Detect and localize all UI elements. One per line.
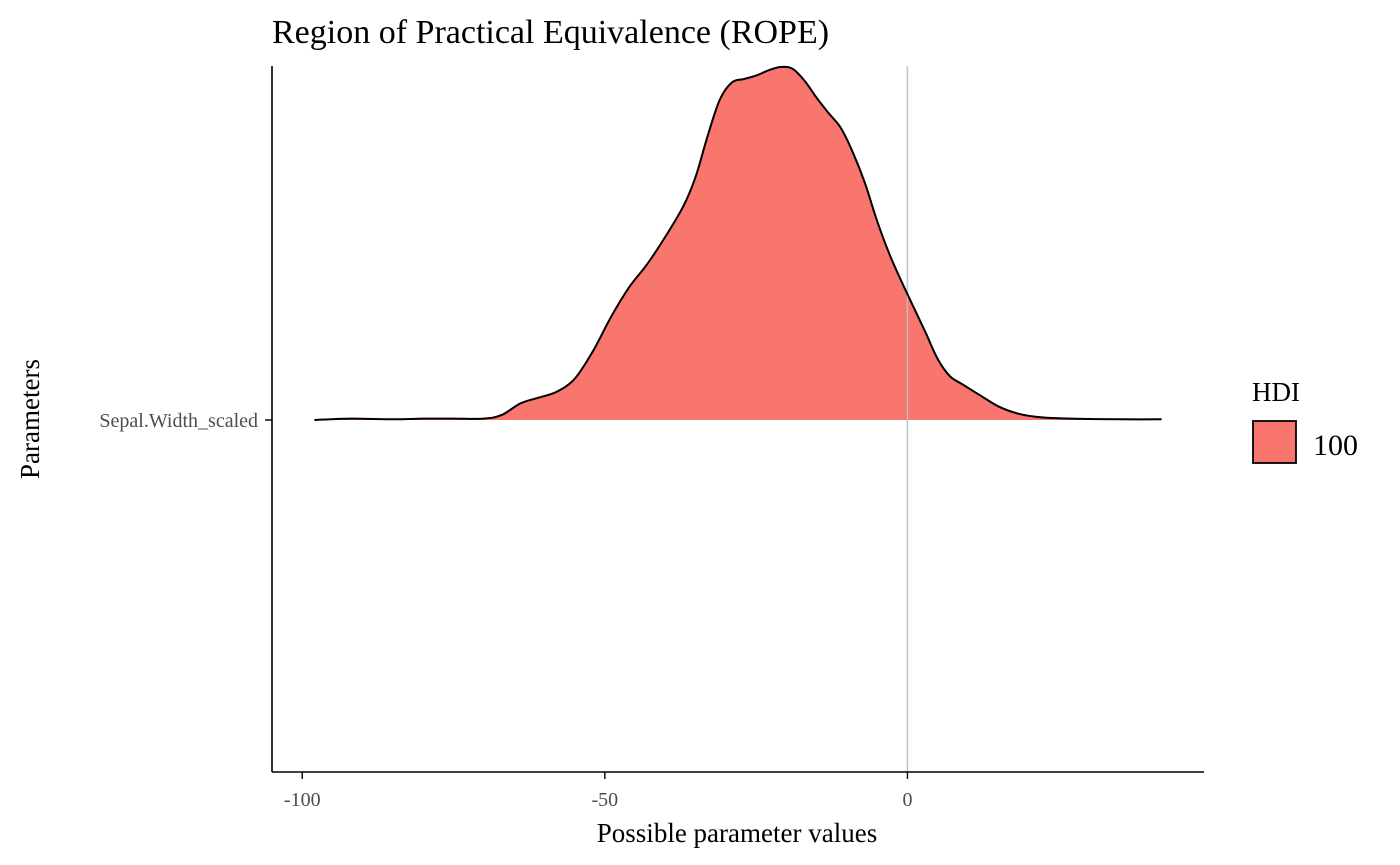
- legend-label: 100: [1313, 429, 1358, 462]
- x-tick-label-2: 0: [902, 789, 912, 811]
- x-tick-label-1: -50: [592, 789, 619, 811]
- legend-swatch: [1252, 420, 1297, 464]
- density-area-0: [314, 66, 1162, 421]
- y-axis-ticks: Sepal.Width_scaled: [99, 410, 272, 432]
- chart-title: Region of Practical Equivalence (ROPE): [272, 14, 829, 51]
- plot-area: [314, 65, 1162, 772]
- x-axis-ticks: -100 -50 0: [284, 772, 912, 811]
- legend: HDI 100: [1252, 377, 1358, 464]
- legend-title: HDI: [1252, 377, 1300, 407]
- y-tick-label-0: Sepal.Width_scaled: [99, 410, 258, 432]
- x-axis-title: Possible parameter values: [597, 818, 877, 848]
- y-axis-title: Parameters: [15, 359, 45, 479]
- density-outline-0: [314, 65, 1162, 421]
- x-tick-label-0: -100: [284, 789, 321, 811]
